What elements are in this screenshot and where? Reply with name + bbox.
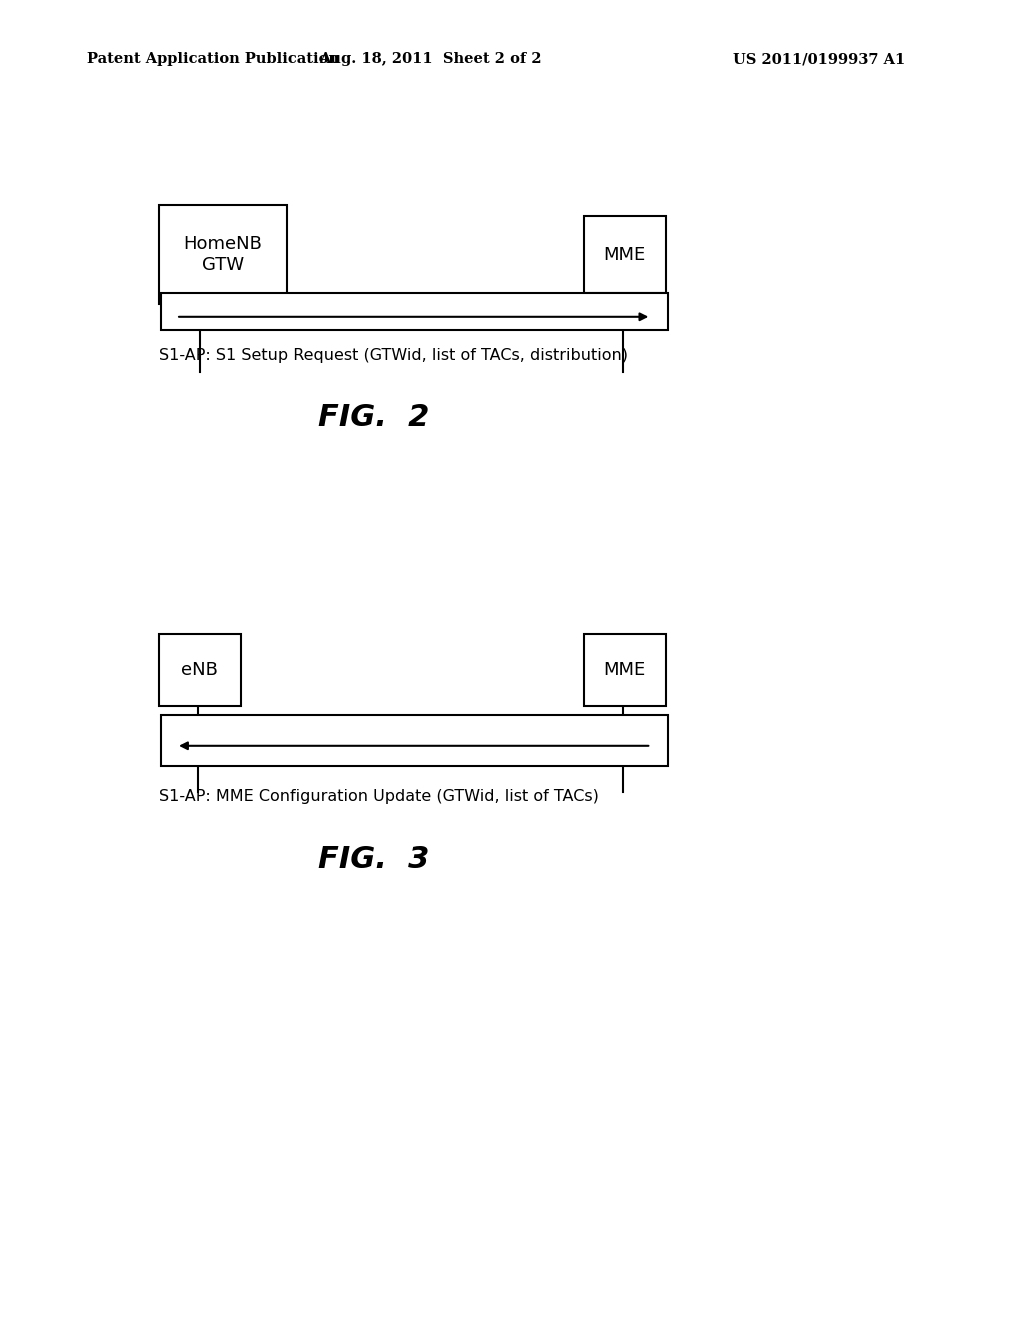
Text: MME: MME [603, 661, 646, 678]
Text: FIG.  3: FIG. 3 [318, 845, 429, 874]
Text: S1-AP: S1 Setup Request (GTWid, list of TACs, distribution): S1-AP: S1 Setup Request (GTWid, list of … [159, 348, 628, 363]
Text: HomeNB
GTW: HomeNB GTW [183, 235, 262, 273]
Bar [159, 205, 287, 304]
Text: FIG.  2: FIG. 2 [318, 403, 429, 432]
Bar [159, 634, 241, 706]
Text: eNB: eNB [181, 661, 218, 678]
Text: Aug. 18, 2011  Sheet 2 of 2: Aug. 18, 2011 Sheet 2 of 2 [318, 53, 542, 66]
Text: MME: MME [603, 246, 646, 264]
Bar [161, 293, 668, 330]
Bar [161, 715, 668, 766]
Text: S1-AP: MME Configuration Update (GTWid, list of TACs): S1-AP: MME Configuration Update (GTWid, … [159, 789, 599, 804]
Bar [584, 216, 666, 293]
Bar [584, 634, 666, 706]
Text: US 2011/0199937 A1: US 2011/0199937 A1 [733, 53, 905, 66]
Text: Patent Application Publication: Patent Application Publication [87, 53, 339, 66]
